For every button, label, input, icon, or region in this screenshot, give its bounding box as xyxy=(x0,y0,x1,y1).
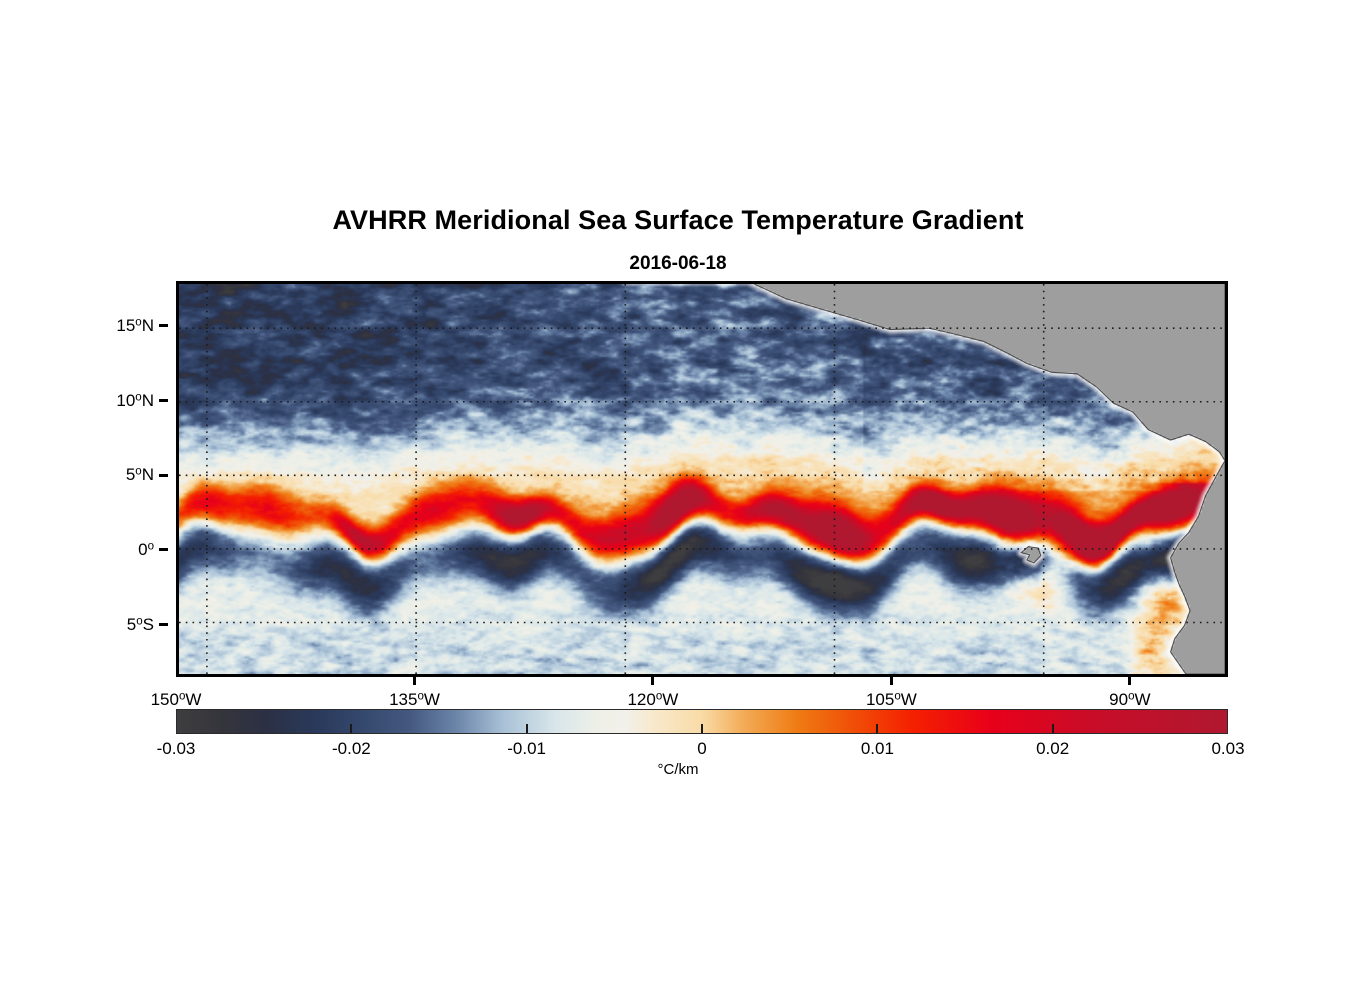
figure-title: AVHRR Meridional Sea Surface Temperature… xyxy=(332,205,1024,235)
colorbar-tick-label: 0 xyxy=(697,739,707,758)
x-tick-mark xyxy=(889,676,893,685)
y-tick-mark xyxy=(159,473,168,477)
colorbar xyxy=(176,709,1228,734)
y-tick-mark xyxy=(159,399,168,403)
colorbar-tick-mark xyxy=(525,724,528,733)
x-tick-label: 135oW xyxy=(389,690,440,709)
x-tick-label: 150oW xyxy=(150,690,202,709)
x-tick-label: 120oW xyxy=(627,690,679,709)
colorbar-tick-mark xyxy=(350,724,353,733)
colorbar-tick-mark xyxy=(1051,724,1054,733)
y-tick-label: 5oS xyxy=(126,614,154,634)
map-axes xyxy=(176,281,1228,677)
y-tick-label: 0o xyxy=(138,539,154,559)
colorbar-tick-labels: -0.03 -0.02 -0.01 0 0.01 0.02 0.03 xyxy=(157,739,1245,761)
y-tick-mark xyxy=(159,548,168,552)
coastline xyxy=(753,284,1225,462)
colorbar-tick-mark xyxy=(701,724,703,733)
y-tick-mark xyxy=(159,623,168,627)
colorbar-tick-label: 0.01 xyxy=(860,739,894,758)
colorbar-tick-label: -0.03 xyxy=(156,739,196,758)
colorbar-tick-label: 0.03 xyxy=(1211,739,1245,758)
colorbar-tick-label: -0.02 xyxy=(331,739,371,758)
colorbar-unit-label: °C/km xyxy=(657,761,699,778)
colorbar-tick-label: -0.01 xyxy=(507,739,546,758)
coastline xyxy=(1170,459,1225,674)
colorbar-tick-mark xyxy=(876,724,879,733)
y-tick-label: 15oN xyxy=(116,315,154,335)
x-tick-label: 105oW xyxy=(865,690,917,709)
y-axis-tick-labels: 15oN 10oN 5oN 0o 5oS xyxy=(96,281,168,677)
x-axis-tick-labels: 150oW 135oW 120oW 105oW 90oW xyxy=(151,676,1228,709)
x-tick-mark xyxy=(412,676,416,685)
gradient-field-raster xyxy=(179,284,1225,674)
y-tick-label: 10oN xyxy=(116,390,154,410)
coastline xyxy=(1020,546,1042,564)
sst-gradient-heatmap xyxy=(179,284,1225,674)
colorbar-tick-label: 0.02 xyxy=(1036,739,1070,758)
figure-subtitle: 2016-06-18 xyxy=(629,253,727,274)
y-tick-mark xyxy=(159,324,168,328)
x-tick-mark xyxy=(651,676,655,685)
x-tick-mark xyxy=(1128,676,1132,685)
x-tick-label: 90oW xyxy=(1109,690,1151,709)
y-tick-label: 5oN xyxy=(125,465,154,485)
